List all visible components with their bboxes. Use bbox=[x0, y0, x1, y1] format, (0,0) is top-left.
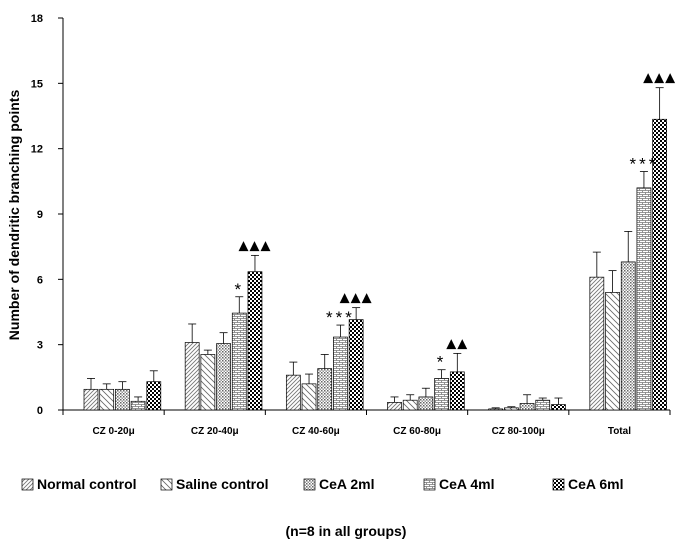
bar bbox=[216, 343, 231, 411]
legend-swatch bbox=[21, 478, 34, 491]
bar bbox=[333, 336, 348, 411]
bar bbox=[418, 396, 434, 411]
significance-stars: *** bbox=[326, 308, 355, 327]
bar bbox=[317, 368, 333, 411]
bar bbox=[231, 312, 247, 411]
significance-triangles: ▲▲▲ bbox=[643, 71, 676, 86]
significance-triangles: ▲▲▲ bbox=[340, 291, 373, 306]
x-tick-label: CZ 60-80μ bbox=[393, 426, 441, 437]
bar bbox=[535, 399, 551, 411]
legend-label: Saline control bbox=[176, 476, 269, 492]
bar bbox=[247, 271, 263, 411]
bar bbox=[146, 381, 162, 411]
x-tick-label: CZ 0-20μ bbox=[92, 426, 134, 437]
x-tick-label: CZ 20-40μ bbox=[191, 426, 239, 437]
x-tick-label: CZ 40-60μ bbox=[292, 426, 340, 437]
y-tick-label: 3 bbox=[37, 340, 43, 352]
bar bbox=[504, 407, 519, 411]
footnote: (n=8 in all groups) bbox=[286, 523, 407, 539]
bar bbox=[184, 342, 200, 411]
bar bbox=[589, 276, 605, 411]
y-tick-label: 18 bbox=[31, 13, 43, 25]
legend-swatch bbox=[552, 478, 565, 491]
bar bbox=[551, 404, 566, 411]
legend: Normal control Saline control CeA 2ml CeA 4… bbox=[21, 476, 624, 492]
bar bbox=[488, 408, 504, 411]
bar bbox=[83, 388, 99, 411]
significance-triangles: ▲▲ bbox=[446, 336, 468, 351]
bar bbox=[200, 354, 216, 411]
legend-label: CeA 2ml bbox=[319, 476, 375, 492]
legend-swatch bbox=[423, 478, 436, 491]
bar bbox=[402, 399, 418, 411]
bar bbox=[387, 402, 402, 411]
significance-triangles: ▲▲▲ bbox=[238, 238, 271, 253]
legend-swatch bbox=[303, 478, 316, 491]
significance-stars: * bbox=[234, 280, 244, 299]
y-tick-label: 6 bbox=[37, 274, 43, 286]
bar bbox=[519, 403, 535, 411]
bar bbox=[301, 383, 317, 411]
legend-label: CeA 6ml bbox=[568, 476, 624, 492]
y-tick-label: 15 bbox=[31, 78, 43, 90]
bar bbox=[449, 371, 465, 411]
legend-label: CeA 4ml bbox=[439, 476, 495, 492]
bar bbox=[620, 261, 636, 411]
bar bbox=[348, 319, 364, 411]
y-tick-label: 12 bbox=[31, 144, 43, 156]
bar bbox=[99, 388, 115, 411]
legend-swatch bbox=[160, 478, 173, 491]
y-axis-label: Number of dendritic branching points bbox=[6, 90, 22, 341]
bar bbox=[605, 292, 620, 411]
bar bbox=[636, 187, 652, 411]
bar bbox=[434, 378, 449, 411]
y-tick-label: 9 bbox=[37, 209, 43, 221]
y-tick-label: 0 bbox=[37, 405, 43, 417]
bar bbox=[285, 374, 301, 411]
significance-stars: * bbox=[437, 353, 447, 372]
legend-label: Normal control bbox=[37, 476, 137, 492]
x-tick-label: CZ 80-100μ bbox=[492, 426, 545, 437]
bar bbox=[130, 400, 146, 411]
x-tick-label: Total bbox=[608, 426, 631, 437]
bar bbox=[115, 388, 130, 411]
significance-stars: *** bbox=[630, 155, 659, 174]
